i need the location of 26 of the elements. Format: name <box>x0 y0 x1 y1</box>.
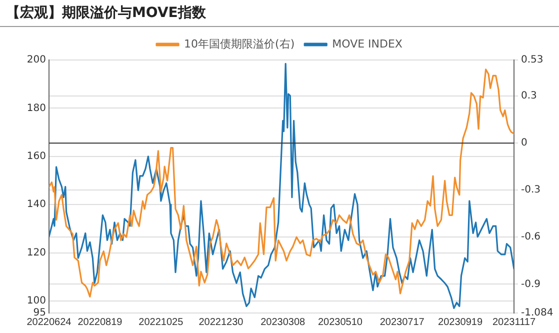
y2-tick-label: -0.9 <box>521 278 541 290</box>
x-tick-label: 20230919 <box>438 316 483 328</box>
y-tick-label: 200 <box>26 54 46 66</box>
chart-title: 【宏观】期限溢价与MOVE指数 <box>0 0 559 27</box>
y-tick-label: 140 <box>26 199 46 210</box>
y2-tick-label: 0 <box>521 138 528 149</box>
x-tick-label: 20221025 <box>138 316 184 328</box>
x-tick-label: 20221230 <box>198 316 244 328</box>
y2-tick-label: -1.084 <box>521 308 554 319</box>
y-tick-label: 160 <box>26 150 46 162</box>
y-tick-label: 180 <box>26 102 46 114</box>
x-tick-label: 20231117 <box>492 316 536 328</box>
x-tick-label: 20230717 <box>380 316 425 328</box>
x-tick-label: 20220819 <box>78 316 123 328</box>
y2-tick-label: -0.6 <box>521 232 541 243</box>
x-tick-label: 20230510 <box>318 316 363 328</box>
legend-label: 10年国债期限溢价(右) <box>184 37 295 50</box>
legend-label: MOVE INDEX <box>332 37 403 50</box>
y-tick-label: 95 <box>33 308 46 319</box>
y2-tick-label: 0.53 <box>521 54 544 66</box>
y2-tick-label: 0.3 <box>521 90 537 102</box>
x-tick-label: 20230308 <box>260 316 306 328</box>
y2-tick-label: -0.3 <box>521 184 541 196</box>
y-tick-label: 100 <box>26 296 46 307</box>
x-tick-label: 20220624 <box>26 316 72 328</box>
y-tick-label: 120 <box>26 247 46 258</box>
